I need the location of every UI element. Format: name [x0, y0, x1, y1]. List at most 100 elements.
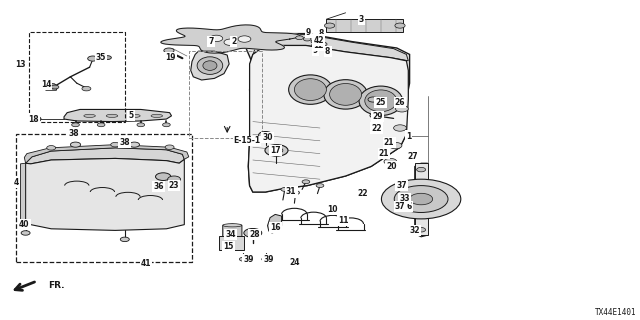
Circle shape [302, 180, 310, 184]
Circle shape [239, 257, 247, 261]
Circle shape [368, 97, 378, 102]
Circle shape [265, 145, 288, 156]
Text: 5: 5 [129, 111, 134, 120]
Text: 38: 38 [68, 129, 79, 138]
Circle shape [410, 193, 433, 205]
Polygon shape [223, 224, 242, 244]
Text: 12: 12 [313, 41, 323, 50]
Bar [415, 163, 428, 235]
Ellipse shape [129, 114, 140, 117]
Ellipse shape [223, 224, 242, 227]
Ellipse shape [84, 114, 95, 117]
Circle shape [72, 123, 79, 127]
Circle shape [88, 56, 98, 61]
Circle shape [51, 85, 59, 89]
Polygon shape [64, 109, 172, 122]
Text: 7: 7 [209, 37, 214, 46]
Text: 21: 21 [384, 138, 394, 147]
Polygon shape [42, 83, 58, 90]
Text: 27: 27 [408, 152, 418, 161]
Circle shape [303, 37, 311, 41]
Text: 21: 21 [379, 149, 389, 158]
Circle shape [312, 43, 323, 48]
Circle shape [70, 142, 81, 147]
Text: 6: 6 [407, 202, 412, 211]
Circle shape [281, 188, 289, 191]
Polygon shape [250, 35, 408, 66]
Circle shape [97, 123, 105, 127]
Text: 9: 9 [306, 28, 311, 36]
Circle shape [137, 123, 145, 127]
Circle shape [224, 39, 237, 45]
Circle shape [296, 36, 303, 40]
Text: 19: 19 [166, 53, 176, 62]
Circle shape [319, 42, 327, 46]
Ellipse shape [330, 84, 362, 105]
Circle shape [47, 146, 56, 150]
Text: 11: 11 [338, 216, 348, 225]
Circle shape [381, 179, 461, 219]
Text: 33: 33 [399, 194, 410, 203]
Circle shape [316, 38, 324, 42]
Circle shape [292, 191, 300, 195]
Text: 41: 41 [141, 260, 151, 268]
Polygon shape [268, 214, 282, 233]
Text: FR.: FR. [48, 281, 65, 290]
Text: 8: 8 [325, 47, 330, 56]
Circle shape [389, 142, 402, 149]
Circle shape [120, 237, 129, 242]
Polygon shape [161, 25, 300, 53]
Circle shape [163, 123, 170, 127]
Circle shape [316, 184, 324, 188]
Text: 29: 29 [372, 112, 383, 121]
Text: 15: 15 [223, 242, 234, 251]
Polygon shape [243, 34, 410, 192]
Text: 25: 25 [376, 98, 386, 107]
Circle shape [311, 40, 319, 44]
Ellipse shape [151, 114, 163, 117]
Text: 22: 22 [358, 189, 368, 198]
Text: 1: 1 [406, 132, 411, 140]
Text: 10: 10 [328, 205, 338, 214]
Circle shape [41, 85, 49, 89]
Text: 30: 30 [262, 133, 273, 142]
Circle shape [270, 147, 283, 154]
Text: 24: 24 [289, 258, 300, 267]
Circle shape [129, 142, 140, 147]
Text: 36: 36 [154, 182, 164, 191]
Circle shape [21, 231, 30, 235]
Polygon shape [20, 163, 26, 225]
Text: 32: 32 [410, 226, 420, 235]
Text: 16: 16 [270, 223, 280, 232]
Ellipse shape [294, 79, 326, 100]
Circle shape [324, 23, 335, 28]
Circle shape [29, 116, 41, 122]
Text: 38: 38 [120, 138, 130, 147]
Circle shape [395, 23, 405, 28]
Ellipse shape [359, 86, 403, 116]
Circle shape [417, 167, 426, 172]
Text: 4: 4 [13, 178, 19, 187]
Circle shape [384, 158, 397, 165]
Text: 37: 37 [395, 202, 405, 211]
Text: 40: 40 [19, 220, 29, 229]
Text: 22: 22 [371, 124, 381, 132]
Text: 31: 31 [286, 188, 296, 196]
Circle shape [394, 125, 406, 131]
Circle shape [259, 132, 273, 139]
Ellipse shape [289, 75, 332, 104]
Ellipse shape [365, 90, 397, 112]
Polygon shape [24, 145, 189, 163]
Text: TX44E1401: TX44E1401 [595, 308, 637, 317]
Text: 34: 34 [225, 230, 236, 239]
Text: E-15-1: E-15-1 [234, 136, 260, 145]
Text: 26: 26 [395, 98, 405, 107]
Ellipse shape [106, 114, 118, 117]
Text: 35: 35 [96, 53, 106, 62]
Bar [16, 134, 192, 262]
Polygon shape [191, 51, 229, 80]
Circle shape [396, 106, 408, 112]
Text: 28: 28 [250, 230, 260, 239]
Circle shape [111, 142, 120, 147]
Ellipse shape [203, 61, 217, 70]
